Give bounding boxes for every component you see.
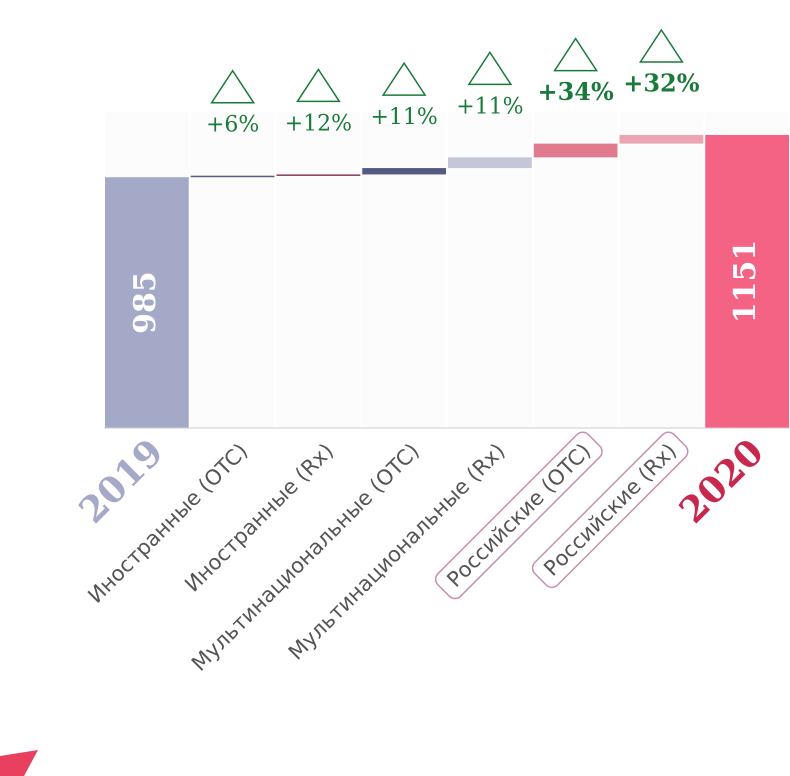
column-background [190, 112, 275, 428]
bar [533, 143, 618, 158]
bar [705, 134, 789, 428]
growth-triangle [295, 68, 341, 103]
column-background [619, 112, 704, 428]
category-label-group: Иностранные (Rx) [180, 439, 338, 597]
growth-label: +11% [370, 105, 437, 130]
growth-label: +11% [456, 94, 523, 119]
value-label: 1151 [728, 240, 763, 324]
growth-label: +12% [285, 111, 352, 136]
growth-triangle [381, 61, 427, 96]
bar [190, 175, 275, 178]
value-label: 985 [128, 271, 163, 334]
growth-triangle [553, 37, 599, 72]
label-frame [434, 431, 603, 600]
bar [619, 134, 704, 144]
x-tick-label: Российские (OTC) [442, 439, 595, 592]
category-label-group: Российские (OTC) [434, 431, 603, 600]
x-tick-label: Иностранные (Rx) [180, 439, 338, 597]
bar [276, 174, 361, 176]
growth-triangle [210, 69, 256, 104]
bar [362, 168, 446, 175]
growth-triangle [467, 51, 513, 86]
category-label-group: Российские (Rx) [531, 431, 689, 589]
growth-label: +32% [623, 68, 700, 97]
column-background [362, 112, 446, 428]
growth-label: +34% [537, 77, 614, 106]
bar [448, 157, 532, 169]
label-frame [531, 431, 689, 589]
column-background [276, 112, 361, 428]
column-background [533, 112, 618, 428]
corner-decoration [0, 750, 38, 776]
growth-label: +6% [206, 113, 259, 138]
bar [105, 177, 189, 428]
growth-triangle [638, 28, 684, 63]
